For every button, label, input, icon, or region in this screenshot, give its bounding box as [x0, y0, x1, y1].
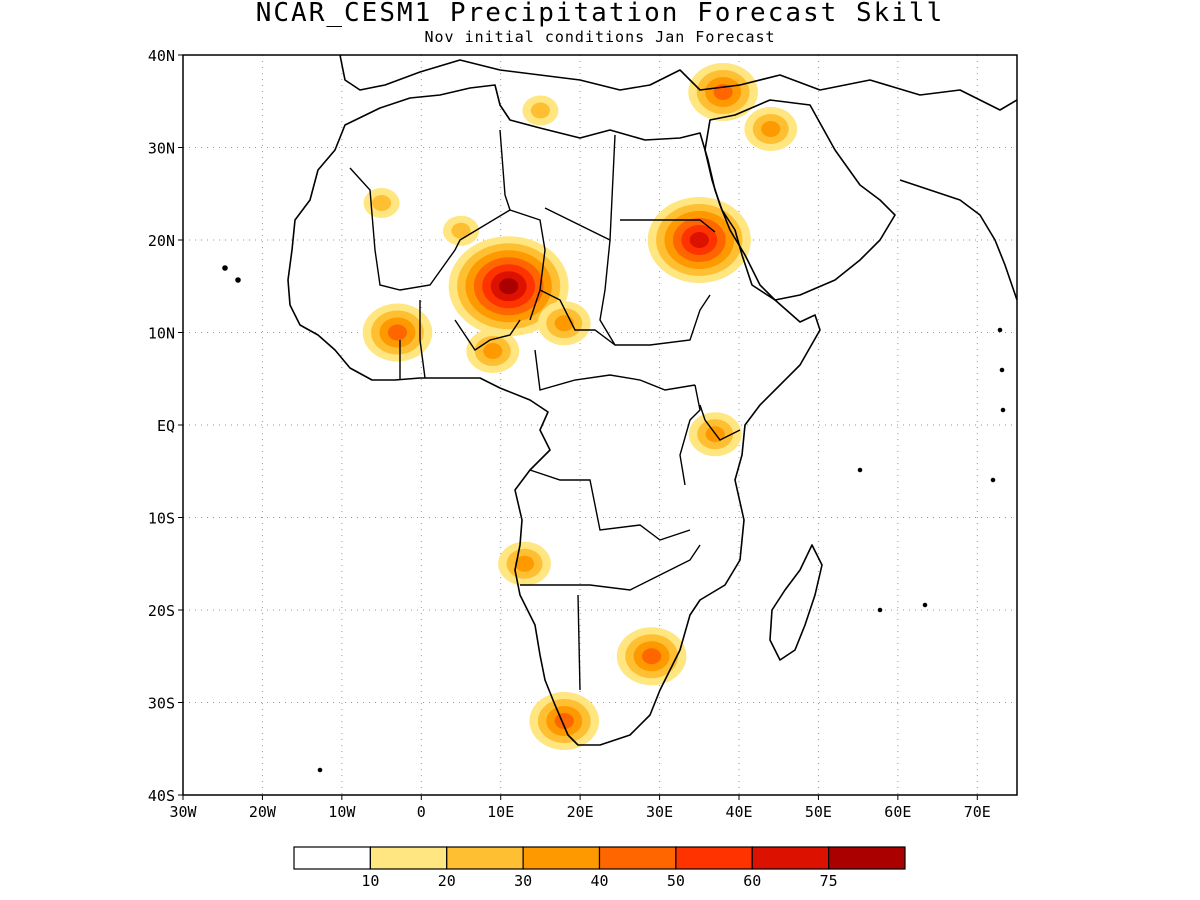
axis-ticks: 30W 20W 10W 0 10E 20E 30E 40E 50E 60E 70E 40N 30N 20N…: [148, 47, 991, 821]
colorbar-segment: [446, 846, 524, 870]
coastlines: [222, 55, 1017, 773]
colorbar-segment: [293, 846, 371, 870]
lon-tick-label: 20W: [249, 803, 277, 821]
europe-coastline: [339, 55, 1017, 111]
skill-contour: [483, 343, 503, 359]
grid-lines: [183, 55, 1017, 795]
lat-tick-label: 40N: [148, 47, 175, 65]
lon-tick-label: 30W: [169, 803, 197, 821]
map-title: NCAR_CESM1 Precipitation Forecast Skill: [255, 0, 945, 28]
colorbar-segment: [369, 846, 448, 870]
colorbar-label: 10: [361, 872, 379, 890]
lon-tick-label: 60E: [884, 803, 911, 821]
lat-tick-label: 30S: [148, 695, 175, 713]
skill-contour: [642, 648, 662, 665]
lon-tick-label: 0: [417, 803, 426, 821]
lon-tick-label: 40E: [725, 803, 752, 821]
lat-tick-label: EQ: [157, 417, 175, 435]
lon-tick-label: 30E: [646, 803, 673, 821]
colorbar-segment: [598, 846, 677, 870]
lon-tick-label: 20E: [567, 803, 594, 821]
lon-tick-label: 50E: [805, 803, 832, 821]
lat-tick-label: 10N: [148, 325, 175, 343]
skill-contour: [451, 222, 471, 239]
skill-contour: [387, 324, 408, 341]
colorbar-label: 60: [743, 872, 761, 890]
colorbar-label: 75: [820, 872, 838, 890]
skill-contour: [371, 195, 392, 211]
arabia-coastline: [704, 99, 896, 301]
lon-tick-label: 10E: [487, 803, 514, 821]
colorbar-label: 50: [667, 872, 685, 890]
colorbar-label: 30: [514, 872, 532, 890]
skill-contour: [530, 102, 551, 119]
map-subtitle: Nov initial conditions Jan Forecast: [424, 28, 776, 46]
colorbar-label: 40: [590, 872, 608, 890]
asia-coastline: [899, 179, 1017, 301]
skill-contour: [499, 278, 519, 295]
colorbar-segment: [675, 846, 753, 870]
africa-coastline: [287, 84, 821, 746]
skill-contour: [761, 121, 781, 137]
lat-tick-label: 30N: [148, 140, 175, 158]
colorbar: 10 20 30 40 50 60 75: [293, 846, 906, 890]
lon-tick-label: 70E: [964, 803, 991, 821]
skill-contour: [689, 232, 709, 248]
lat-tick-label: 20N: [148, 232, 175, 250]
colorbar-segment: [751, 846, 830, 870]
skill-contour: [514, 555, 535, 572]
colorbar-label: 20: [438, 872, 456, 890]
lon-tick-label: 10W: [328, 803, 356, 821]
colorbar-segment: [522, 846, 601, 870]
country-borders: [349, 129, 741, 691]
lat-tick-label: 40S: [148, 787, 175, 805]
skill-shading: [362, 63, 798, 750]
madagascar-coastline: [769, 544, 823, 661]
lat-tick-label: 20S: [148, 602, 175, 620]
colorbar-segment: [828, 846, 906, 870]
lat-tick-label: 10S: [148, 510, 175, 528]
